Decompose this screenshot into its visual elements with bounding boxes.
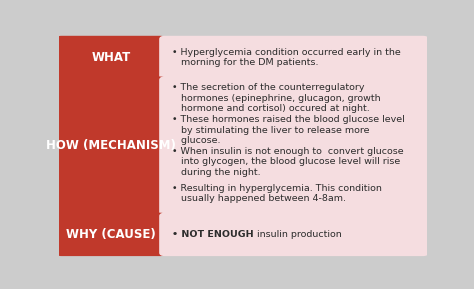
Text: • The secretion of the counterregulatory
   hormones (epinephrine, glucagon, gro: • The secretion of the counterregulatory… [172,84,381,113]
Text: insulin production: insulin production [254,230,341,239]
Text: WHY (CAUSE): WHY (CAUSE) [66,228,156,241]
FancyBboxPatch shape [56,77,166,215]
FancyBboxPatch shape [56,213,166,256]
Text: • Hyperglycemia condition occurred early in the
   morning for the DM patients.: • Hyperglycemia condition occurred early… [172,48,401,67]
Text: • These hormones raised the blood glucose level
   by stimulating the liver to r: • These hormones raised the blood glucos… [172,115,405,145]
FancyBboxPatch shape [159,77,428,215]
Text: • When insulin is not enough to  convert glucose
   into glycogen, the blood glu: • When insulin is not enough to convert … [172,147,404,177]
FancyBboxPatch shape [159,36,428,79]
Text: • Resulting in hyperglycemia. This condition
   usually happened between 4-8am.: • Resulting in hyperglycemia. This condi… [172,184,382,203]
FancyBboxPatch shape [159,213,428,256]
Text: HOW (MECHANISM): HOW (MECHANISM) [46,140,176,152]
FancyBboxPatch shape [56,36,166,79]
Text: WHAT: WHAT [91,51,130,64]
Text: • NOT ENOUGH: • NOT ENOUGH [172,230,254,239]
